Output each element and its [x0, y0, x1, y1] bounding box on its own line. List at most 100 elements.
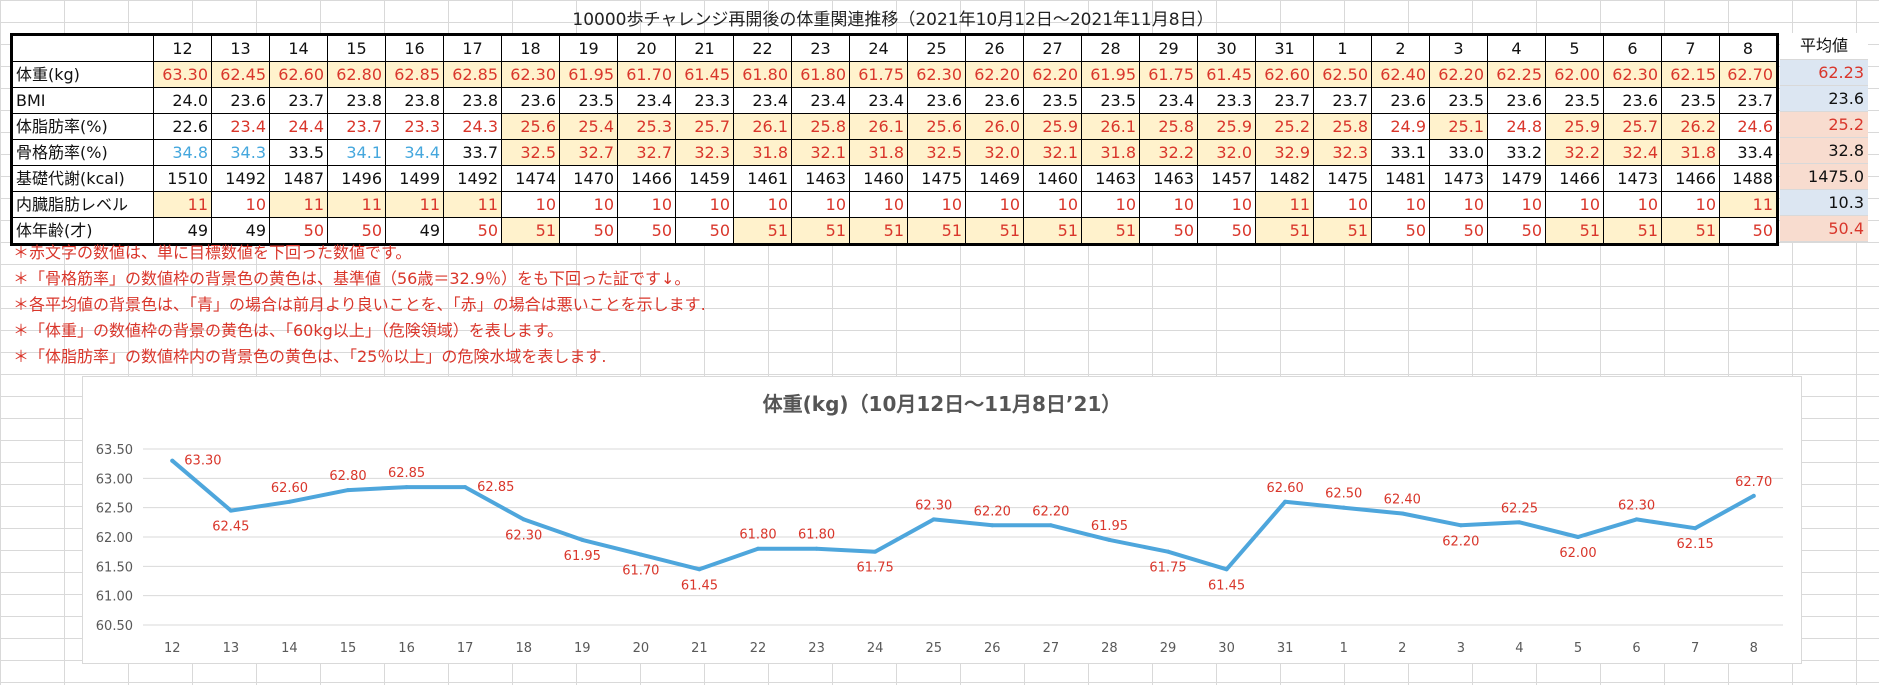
value-cell[interactable]: 32.0	[1197, 139, 1256, 166]
value-cell[interactable]: 62.70	[1719, 61, 1778, 88]
value-cell[interactable]: 10	[965, 191, 1024, 218]
value-cell[interactable]: 10	[1371, 191, 1430, 218]
value-cell[interactable]: 23.4	[733, 87, 792, 114]
value-cell[interactable]: 1463	[1139, 165, 1198, 192]
value-cell[interactable]: 23.5	[1429, 87, 1488, 114]
value-cell[interactable]: 1466	[1545, 165, 1604, 192]
value-cell[interactable]: 25.7	[1603, 113, 1662, 140]
day-header-cell[interactable]: 28	[1081, 34, 1140, 62]
value-cell[interactable]: 25.4	[559, 113, 618, 140]
value-cell[interactable]: 1492	[443, 165, 502, 192]
value-cell[interactable]: 10	[1661, 191, 1720, 218]
value-cell[interactable]: 31.8	[1661, 139, 1720, 166]
value-cell[interactable]: 1492	[211, 165, 270, 192]
value-cell[interactable]: 62.00	[1545, 61, 1604, 88]
value-cell[interactable]: 11	[443, 191, 502, 218]
value-cell[interactable]: 62.15	[1661, 61, 1720, 88]
value-cell[interactable]: 1479	[1487, 165, 1546, 192]
value-cell[interactable]: 10	[559, 191, 618, 218]
note-line[interactable]: ＊赤文字の数値は、単に目標数値を下回った数値です。	[13, 243, 412, 262]
value-cell[interactable]: 62.20	[965, 61, 1024, 88]
value-cell[interactable]: 62.50	[1313, 61, 1372, 88]
value-cell[interactable]: 33.2	[1487, 139, 1546, 166]
value-cell[interactable]: 32.5	[907, 139, 966, 166]
value-cell[interactable]: 1466	[1661, 165, 1720, 192]
day-header-cell[interactable]: 18	[501, 34, 560, 62]
value-cell[interactable]: 23.7	[1255, 87, 1314, 114]
value-cell[interactable]: 10	[1081, 191, 1140, 218]
value-cell[interactable]: 32.7	[559, 139, 618, 166]
value-cell[interactable]: 32.3	[675, 139, 734, 166]
value-cell[interactable]: 1461	[733, 165, 792, 192]
value-cell[interactable]: 23.4	[617, 87, 676, 114]
value-cell[interactable]: 23.4	[1139, 87, 1198, 114]
value-cell[interactable]: 23.4	[849, 87, 908, 114]
value-cell[interactable]: 1475	[1313, 165, 1372, 192]
note-line[interactable]: ＊「体脂肪率」の数値枠内の背景色の黄色は、「25％以上」の危険水域を表します.	[13, 347, 607, 366]
value-cell[interactable]: 1482	[1255, 165, 1314, 192]
value-cell[interactable]: 11	[1719, 191, 1778, 218]
value-cell[interactable]: 62.30	[907, 61, 966, 88]
value-cell[interactable]: 50	[1197, 217, 1256, 245]
value-cell[interactable]: 10	[211, 191, 270, 218]
row-label-cell[interactable]: 体年齢(才)	[11, 217, 154, 245]
value-cell[interactable]: 23.7	[327, 113, 386, 140]
value-cell[interactable]: 51	[791, 217, 850, 245]
value-cell[interactable]: 32.1	[791, 139, 850, 166]
value-cell[interactable]: 25.8	[1313, 113, 1372, 140]
value-cell[interactable]: 62.20	[1023, 61, 1082, 88]
value-cell[interactable]: 51	[1545, 217, 1604, 245]
value-cell[interactable]: 23.5	[559, 87, 618, 114]
value-cell[interactable]: 23.6	[965, 87, 1024, 114]
day-header-cell[interactable]: 30	[1197, 34, 1256, 62]
value-cell[interactable]: 24.8	[1487, 113, 1546, 140]
value-cell[interactable]: 61.45	[675, 61, 734, 88]
value-cell[interactable]: 1460	[849, 165, 908, 192]
average-value-cell[interactable]: 23.6	[1780, 85, 1868, 112]
value-cell[interactable]: 49	[211, 217, 270, 245]
value-cell[interactable]: 51	[1313, 217, 1372, 245]
value-cell[interactable]: 23.6	[907, 87, 966, 114]
average-value-cell[interactable]: 32.8	[1780, 137, 1868, 164]
day-header-cell[interactable]: 17	[443, 34, 502, 62]
value-cell[interactable]: 23.8	[443, 87, 502, 114]
value-cell[interactable]: 32.2	[1545, 139, 1604, 166]
day-header-cell[interactable]: 5	[1545, 34, 1604, 62]
value-cell[interactable]: 23.4	[791, 87, 850, 114]
value-cell[interactable]: 1470	[559, 165, 618, 192]
day-header-cell[interactable]: 1	[1313, 34, 1372, 62]
value-cell[interactable]: 10	[1023, 191, 1082, 218]
value-cell[interactable]: 61.95	[559, 61, 618, 88]
value-cell[interactable]: 50	[1139, 217, 1198, 245]
value-cell[interactable]: 10	[1603, 191, 1662, 218]
note-line[interactable]: ＊「体重」の数値枠の背景の黄色は、「60kg以上」（危険領域）を表します。	[13, 321, 564, 340]
day-header-cell[interactable]: 19	[559, 34, 618, 62]
value-cell[interactable]: 50	[617, 217, 676, 245]
value-cell[interactable]: 1475	[907, 165, 966, 192]
value-cell[interactable]: 26.0	[965, 113, 1024, 140]
value-cell[interactable]: 11	[385, 191, 444, 218]
value-cell[interactable]: 62.30	[501, 61, 560, 88]
value-cell[interactable]: 32.5	[501, 139, 560, 166]
day-header-cell[interactable]: 31	[1255, 34, 1314, 62]
value-cell[interactable]: 23.3	[1197, 87, 1256, 114]
value-cell[interactable]: 51	[1255, 217, 1314, 245]
value-cell[interactable]: 50	[559, 217, 618, 245]
value-cell[interactable]: 23.7	[1313, 87, 1372, 114]
value-cell[interactable]: 62.85	[385, 61, 444, 88]
value-cell[interactable]: 25.9	[1197, 113, 1256, 140]
value-cell[interactable]: 62.40	[1371, 61, 1430, 88]
value-cell[interactable]: 62.60	[269, 61, 328, 88]
day-header-cell[interactable]: 16	[385, 34, 444, 62]
value-cell[interactable]: 10	[791, 191, 850, 218]
value-cell[interactable]: 23.5	[1081, 87, 1140, 114]
value-cell[interactable]: 1481	[1371, 165, 1430, 192]
day-header-cell[interactable]: 14	[269, 34, 328, 62]
value-cell[interactable]: 49	[385, 217, 444, 245]
day-header-cell[interactable]: 21	[675, 34, 734, 62]
day-header-cell[interactable]: 22	[733, 34, 792, 62]
value-cell[interactable]: 11	[153, 191, 212, 218]
value-cell[interactable]: 61.75	[1139, 61, 1198, 88]
value-cell[interactable]: 25.6	[501, 113, 560, 140]
value-cell[interactable]: 50	[1719, 217, 1778, 245]
